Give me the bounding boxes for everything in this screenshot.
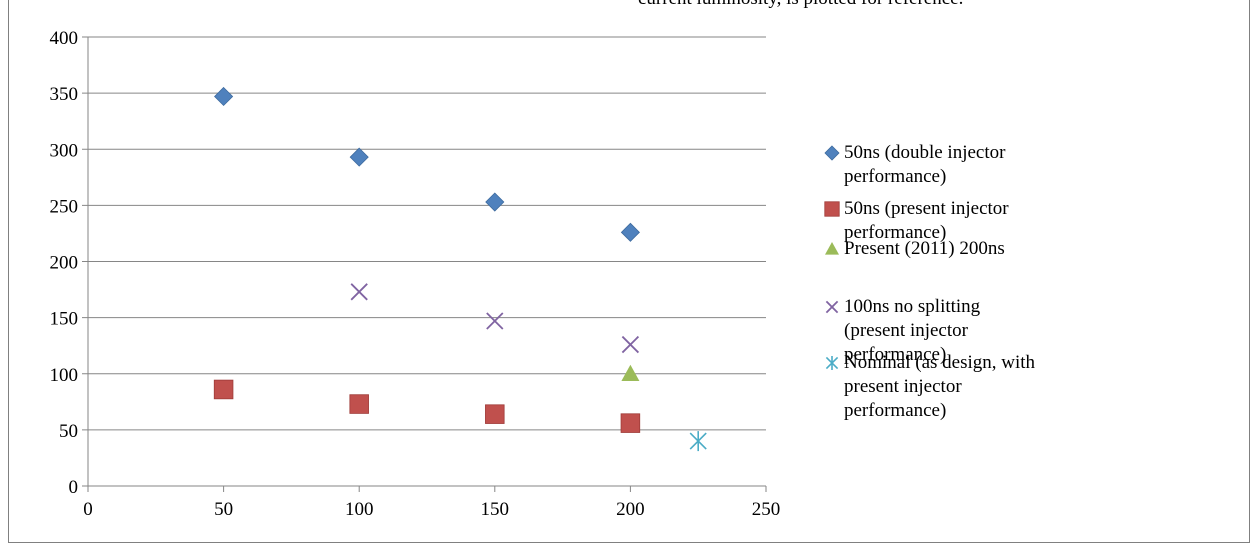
data-point-series-1 [485,192,505,212]
legend-marker-shape [825,242,839,255]
y-tick-label: 400 [50,28,79,49]
legend-marker-shape [824,145,840,161]
legend-marker-shape [825,300,839,314]
y-tick-label: 50 [59,421,78,442]
legend-label: Present (2011) 200ns [844,238,1005,259]
legend-label: 50ns (present injector performance) [844,198,1009,243]
data-point-series-1 [349,147,369,167]
x-tick-label: 250 [752,499,781,520]
legend-label: 100ns no splitting (present injector per… [844,296,981,365]
x-tick-label: 150 [481,499,510,520]
x-tick-label: 100 [345,499,374,520]
data-point-series-4 [350,283,368,301]
data-point-series-2 [349,394,369,414]
data-points [213,86,707,452]
legend-marker [825,242,839,255]
y-tick-label: 100 [50,365,79,386]
caption-text: current luminosity, is plotted for refer… [638,0,963,10]
chart-frame [8,0,1250,543]
x-tick-label: 0 [83,499,93,520]
legend-marker-shape [825,356,839,370]
gridlines [88,36,766,431]
data-point-series-5 [689,431,707,452]
legend-label: 50ns (double injector performance) [844,142,1006,187]
legend-marker [824,145,840,161]
y-tick-label: 350 [50,84,79,105]
legend-marker [824,201,840,217]
y-tick-label: 250 [50,196,79,217]
data-point-series-1 [214,86,234,107]
legend-marker [825,356,839,370]
x-tick-label: 200 [616,499,645,520]
y-tick-label: 0 [69,477,79,498]
data-point-series-4 [621,335,640,354]
data-point-series-2 [213,379,234,400]
y-tick-label: 300 [50,140,79,161]
legend-marker [825,300,839,314]
data-point-series-2 [620,413,641,433]
x-tick-label: 50 [214,499,233,520]
y-tick-label: 150 [50,309,79,330]
data-point-series-1 [620,222,640,242]
legend-label: Nominal (as design, with present injecto… [844,352,1036,421]
data-point-series-3 [621,364,640,381]
tick-labels: 0 50 100 150 200 250 300 350 400 0 50 100 150 200 250 [50,28,781,520]
legend-marker-shape [824,201,840,217]
data-point-series-4 [486,312,504,330]
axes [82,36,767,492]
y-tick-label: 200 [50,253,79,274]
data-point-series-2 [485,404,505,424]
